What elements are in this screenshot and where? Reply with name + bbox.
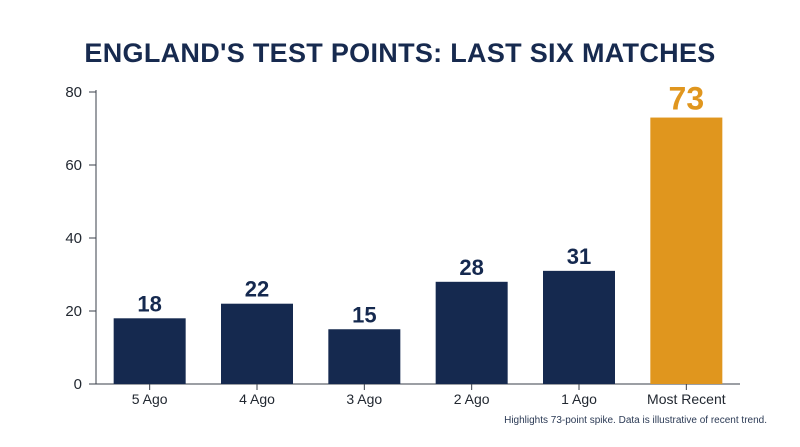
bar-value-label: 31 — [567, 244, 591, 269]
bar — [435, 281, 508, 384]
x-axis: 5 Ago 4 Ago 3 Ago 2 Ago 1 Ago Most Recent — [96, 383, 740, 407]
highlight-bar — [650, 117, 723, 385]
bars: 18 22 15 28 31 73 — [113, 81, 723, 385]
x-tick-label: 3 Ago — [346, 391, 382, 407]
y-tick-label: 40 — [65, 230, 82, 247]
y-tick-label: 60 — [65, 157, 82, 174]
y-tick-label: 0 — [74, 376, 82, 393]
bar — [221, 303, 293, 384]
x-tick-label: Most Recent — [647, 391, 726, 407]
bar-value-label: 22 — [245, 277, 269, 302]
chart-title: ENGLAND'S TEST POINTS: LAST SIX MATCHES — [84, 38, 716, 68]
bar — [328, 329, 401, 384]
bar-value-label: 15 — [352, 302, 376, 327]
x-tick-label: 1 Ago — [561, 391, 597, 407]
highlight-value-label: 73 — [669, 81, 705, 117]
footnote: Highlights 73-point spike. Data is illus… — [504, 415, 767, 426]
bar-value-label: 18 — [137, 291, 161, 316]
x-tick-label: 2 Ago — [454, 391, 490, 407]
y-tick-label: 20 — [65, 303, 82, 320]
y-axis: 0 20 40 60 80 — [65, 84, 97, 393]
y-tick-label: 80 — [65, 84, 82, 101]
x-tick-label: 4 Ago — [239, 391, 275, 407]
bar — [543, 270, 615, 384]
x-tick-label: 5 Ago — [132, 391, 168, 407]
bar-value-label: 28 — [459, 255, 483, 280]
bar — [113, 318, 186, 384]
